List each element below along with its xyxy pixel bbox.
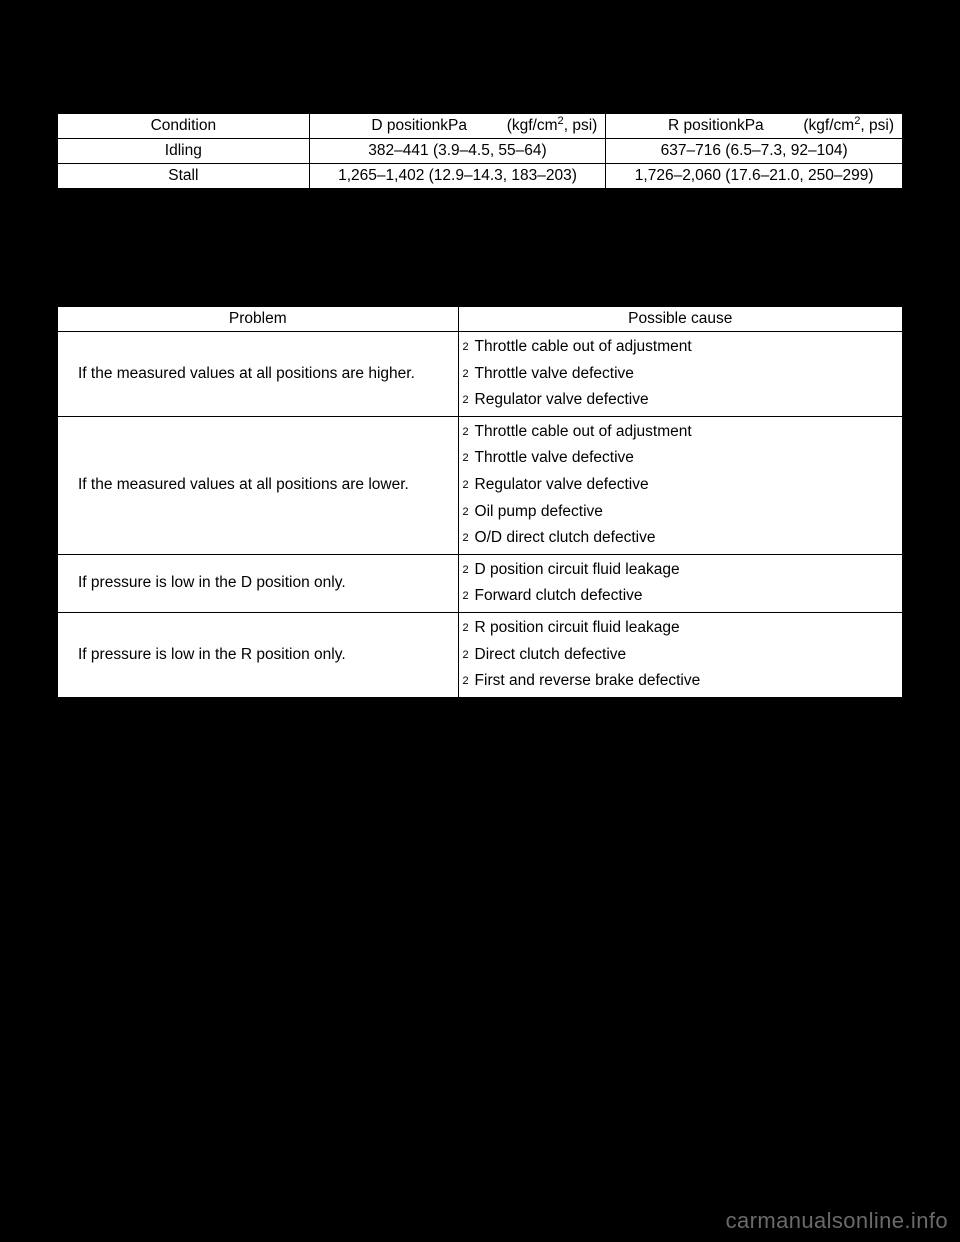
cause-text: Regulator valve defective xyxy=(475,476,649,493)
bullet-icon: 2 xyxy=(463,590,475,603)
list-item: 2Throttle valve defective xyxy=(463,445,902,472)
bullet-icon: 2 xyxy=(463,622,475,635)
cell-condition: Stall xyxy=(58,164,310,189)
bullet-icon: 2 xyxy=(463,564,475,577)
bullet-icon: 2 xyxy=(463,675,475,688)
line-pressure-table-wrap: Condition D positionkPa (kgf/cm2, psi) xyxy=(57,113,903,189)
bullet-icon: 2 xyxy=(463,368,475,381)
cause-text: Regulator valve defective xyxy=(475,391,649,408)
header-d-unit-mid: kPa xyxy=(440,117,467,134)
cell-causes: 2R position circuit fluid leakage 2Direc… xyxy=(458,612,902,697)
bullet-icon: 2 xyxy=(463,452,475,465)
cause-list: 2Throttle cable out of adjustment 2Throt… xyxy=(463,332,902,416)
cause-list: 2Throttle cable out of adjustment 2Throt… xyxy=(463,417,902,554)
table-row: If the measured values at all positions … xyxy=(58,332,903,417)
cause-list: 2D position circuit fluid leakage 2Forwa… xyxy=(463,555,902,612)
bullet-icon: 2 xyxy=(463,479,475,492)
bullet-icon: 2 xyxy=(463,649,475,662)
list-item: 2Regulator valve defective xyxy=(463,472,902,499)
cell-causes: 2D position circuit fluid leakage 2Forwa… xyxy=(458,554,902,612)
table-row: If pressure is low in the D position onl… xyxy=(58,554,903,612)
header-r-label: R position xyxy=(668,117,737,134)
cell-causes: 2Throttle cable out of adjustment 2Throt… xyxy=(458,332,902,417)
table-row: Stall 1,265–1,402 (12.9–14.3, 183–203) 1… xyxy=(58,164,903,189)
list-item: 2Regulator valve defective xyxy=(463,387,902,414)
list-item: 2Direct clutch defective xyxy=(463,642,902,669)
cause-text: First and reverse brake defective xyxy=(475,672,701,689)
table-row: Problem Possible cause xyxy=(58,307,903,332)
diagnosis-table: Problem Possible cause If the measured v… xyxy=(57,306,903,698)
cell-problem: If pressure is low in the D position onl… xyxy=(58,554,459,612)
table-row: If pressure is low in the R position onl… xyxy=(58,612,903,697)
header-problem: Problem xyxy=(58,307,459,332)
cause-text: R position circuit fluid leakage xyxy=(475,619,680,636)
cause-text: Direct clutch defective xyxy=(475,646,627,663)
list-item: 2First and reverse brake defective xyxy=(463,668,902,695)
list-item: 2Forward clutch defective xyxy=(463,583,902,610)
header-r-position: R positionkPa (kgf/cm2, psi) xyxy=(606,114,903,139)
table-row: Condition D positionkPa (kgf/cm2, psi) xyxy=(58,114,903,139)
cell-condition: Idling xyxy=(58,139,310,164)
diagnosis-table-wrap: Problem Possible cause If the measured v… xyxy=(57,306,903,698)
list-item: 2D position circuit fluid leakage xyxy=(463,557,902,584)
header-cause: Possible cause xyxy=(458,307,902,332)
bullet-icon: 2 xyxy=(463,532,475,545)
cell-problem: If the measured values at all positions … xyxy=(58,416,459,554)
cell-d: 382–441 (3.9–4.5, 55–64) xyxy=(309,139,606,164)
line-pressure-table: Condition D positionkPa (kgf/cm2, psi) xyxy=(57,113,903,189)
cell-problem: If pressure is low in the R position onl… xyxy=(58,612,459,697)
header-r-unit-right: (kgf/cm xyxy=(803,117,854,134)
header-r-unit-mid: kPa xyxy=(737,117,764,134)
cell-r: 1,726–2,060 (17.6–21.0, 250–299) xyxy=(606,164,903,189)
list-item: 2Throttle cable out of adjustment xyxy=(463,334,902,361)
header-d-position: D positionkPa (kgf/cm2, psi) xyxy=(309,114,606,139)
header-d-unit-tail: , psi) xyxy=(564,117,598,134)
table-row: Idling 382–441 (3.9–4.5, 55–64) 637–716 … xyxy=(58,139,903,164)
cause-text: O/D direct clutch defective xyxy=(475,529,656,546)
bullet-icon: 2 xyxy=(463,426,475,439)
page-root: Condition D positionkPa (kgf/cm2, psi) xyxy=(0,0,960,1242)
list-item: 2Throttle valve defective xyxy=(463,361,902,388)
cause-text: Oil pump defective xyxy=(475,503,603,520)
header-d-label: D position xyxy=(371,117,440,134)
cell-problem: If the measured values at all positions … xyxy=(58,332,459,417)
cause-text: Throttle valve defective xyxy=(475,449,634,466)
cause-text: Throttle valve defective xyxy=(475,365,634,382)
bullet-icon: 2 xyxy=(463,394,475,407)
list-item: 2Throttle cable out of adjustment xyxy=(463,419,902,446)
list-item: 2R position circuit fluid leakage xyxy=(463,615,902,642)
cell-causes: 2Throttle cable out of adjustment 2Throt… xyxy=(458,416,902,554)
list-item: 2O/D direct clutch defective xyxy=(463,525,902,552)
cause-text: Throttle cable out of adjustment xyxy=(475,423,692,440)
header-d-unit-right: (kgf/cm xyxy=(507,117,558,134)
cause-list: 2R position circuit fluid leakage 2Direc… xyxy=(463,613,902,697)
header-r-unit-tail: , psi) xyxy=(860,117,894,134)
cell-d: 1,265–1,402 (12.9–14.3, 183–203) xyxy=(309,164,606,189)
watermark-text: carmanualsonline.info xyxy=(726,1208,948,1234)
header-condition: Condition xyxy=(58,114,310,139)
cause-text: Throttle cable out of adjustment xyxy=(475,338,692,355)
cell-r: 637–716 (6.5–7.3, 92–104) xyxy=(606,139,903,164)
list-item: 2Oil pump defective xyxy=(463,499,902,526)
table-row: If the measured values at all positions … xyxy=(58,416,903,554)
bullet-icon: 2 xyxy=(463,341,475,354)
cause-text: Forward clutch defective xyxy=(475,587,643,604)
cause-text: D position circuit fluid leakage xyxy=(475,561,680,578)
bullet-icon: 2 xyxy=(463,506,475,519)
